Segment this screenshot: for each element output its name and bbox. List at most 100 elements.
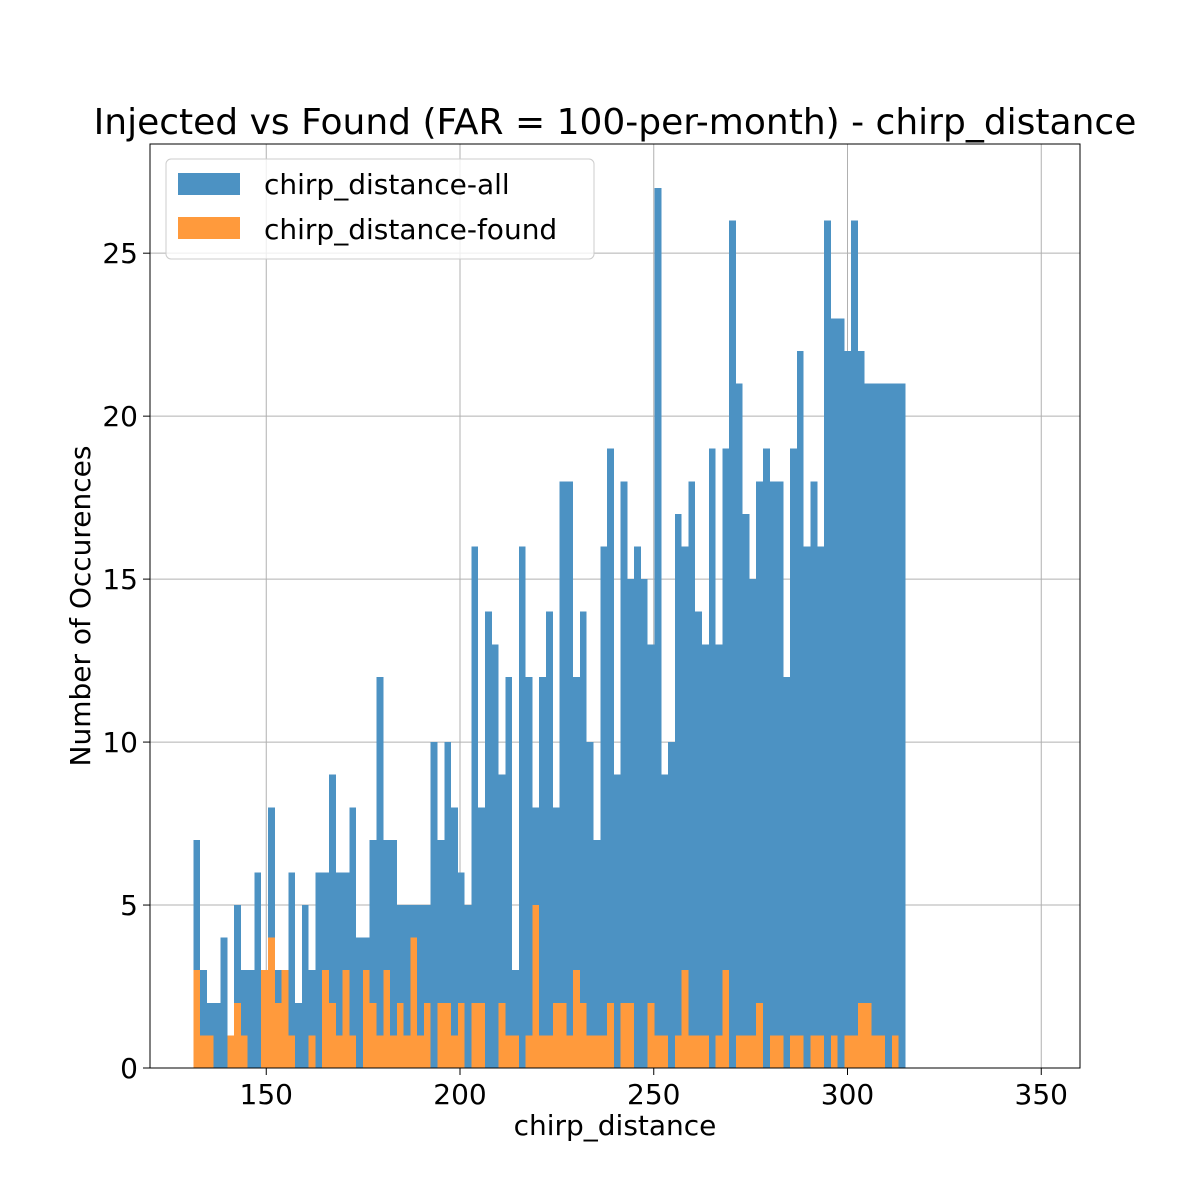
x-tick-label: 300: [821, 1078, 874, 1111]
legend-label-found: chirp_distance-found: [264, 213, 557, 246]
bar-all: [607, 448, 614, 1069]
bar-found: [281, 970, 289, 1068]
bar-found: [769, 1035, 777, 1068]
bar-found: [308, 1035, 316, 1068]
bar-all: [681, 546, 689, 1068]
bar-found: [349, 1035, 357, 1068]
bar-found: [227, 1035, 235, 1068]
bar-all: [600, 546, 608, 1068]
bar-all: [769, 481, 777, 1068]
y-tick-label: 10: [102, 726, 138, 759]
bar-found: [844, 1035, 852, 1068]
bar-found: [851, 1035, 858, 1068]
legend: chirp_distance-all chirp_distance-found: [165, 158, 595, 260]
bar-all: [396, 905, 404, 1068]
bar-all: [803, 546, 811, 1068]
bar-all: [423, 905, 431, 1068]
bar-all: [661, 774, 669, 1068]
grid-lines: [150, 144, 1080, 1069]
bar-all: [552, 807, 560, 1068]
bar-all: [620, 481, 628, 1068]
bar-found: [288, 1035, 296, 1068]
bar-all: [478, 807, 485, 1068]
bar-all: [234, 905, 241, 1068]
bar-found: [552, 1002, 560, 1068]
y-tick-label: 5: [120, 889, 138, 922]
y-axis-ticks: 0 5 10 15 20 25: [102, 237, 150, 1085]
bar-found: [200, 1035, 207, 1068]
bar-found: [322, 970, 330, 1068]
y-tick-label: 0: [120, 1052, 138, 1085]
bar-found: [593, 1035, 601, 1068]
bar-all: [796, 350, 804, 1068]
x-tick-label: 150: [240, 1078, 293, 1111]
bar-all: [851, 220, 858, 1068]
bar-all: [715, 644, 723, 1068]
bar-found: [796, 1035, 804, 1068]
legend-swatch-found: [178, 217, 240, 239]
bar-all: [254, 872, 262, 1068]
bar-all: [722, 448, 730, 1069]
bar-found: [505, 1035, 513, 1068]
bar-found: [701, 1035, 709, 1068]
bar-all: [776, 481, 784, 1068]
bar-all: [830, 318, 838, 1068]
bar-found: [559, 1002, 567, 1068]
bar-found: [390, 1035, 397, 1068]
bar-found: [342, 970, 350, 1068]
bar-found: [457, 1002, 465, 1068]
bar-all: [783, 676, 791, 1068]
bar-all: [735, 383, 743, 1068]
bar-found: [661, 1035, 669, 1068]
bar-all: [640, 579, 648, 1068]
bar-found: [240, 1035, 248, 1068]
bars-all-series: [193, 188, 906, 1069]
bar-found: [362, 970, 370, 1068]
bar-found: [261, 970, 268, 1068]
bar-all: [701, 644, 709, 1068]
bar-all: [613, 774, 621, 1068]
bar-all: [708, 448, 716, 1069]
bar-found: [383, 970, 391, 1068]
bar-all: [308, 970, 316, 1068]
bar-found: [654, 1035, 662, 1068]
y-tick-label: 20: [102, 400, 138, 433]
bar-all: [824, 220, 831, 1068]
bar-found: [695, 1035, 702, 1068]
bar-all: [634, 546, 641, 1068]
bar-all: [539, 676, 547, 1068]
bar-found: [647, 1002, 655, 1068]
bar-all: [891, 383, 899, 1068]
bar-found: [234, 1002, 241, 1068]
bar-found: [396, 1002, 404, 1068]
bar-found: [735, 1035, 743, 1068]
bar-all: [593, 839, 601, 1068]
bar-all: [837, 318, 845, 1068]
bar-found: [498, 1002, 506, 1068]
bar-found: [573, 970, 580, 1068]
bar-all: [844, 350, 852, 1068]
bar-all: [688, 481, 696, 1068]
bar-found: [715, 1035, 723, 1068]
bar-all: [457, 872, 465, 1068]
x-tick-label: 200: [433, 1078, 486, 1111]
bar-all: [376, 676, 384, 1068]
bar-all: [505, 676, 513, 1068]
bar-all: [546, 611, 553, 1068]
bar-all: [403, 905, 411, 1068]
bar-all: [437, 839, 445, 1068]
bar-all: [335, 872, 343, 1068]
bar-found: [607, 1002, 614, 1068]
bar-found: [451, 1035, 458, 1068]
bar-all: [451, 807, 458, 1068]
bar-found: [871, 1035, 879, 1068]
bar-found: [335, 1035, 343, 1068]
bar-all: [417, 905, 424, 1068]
legend-label-all: chirp_distance-all: [264, 168, 510, 201]
x-axis-label: chirp_distance: [514, 1109, 717, 1142]
bar-found: [600, 1035, 608, 1068]
bar-found: [403, 1035, 411, 1068]
bar-found: [423, 1002, 431, 1068]
bar-found: [193, 970, 201, 1068]
bar-all: [878, 383, 886, 1068]
